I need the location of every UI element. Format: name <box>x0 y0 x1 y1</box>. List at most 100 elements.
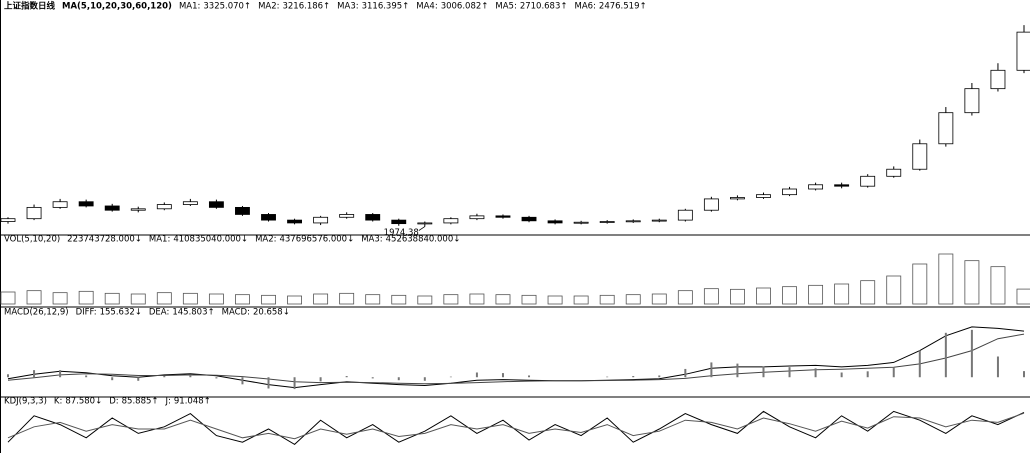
volume-bar <box>547 295 563 305</box>
volume-bar <box>495 294 511 305</box>
volume-bar <box>677 290 693 305</box>
volume-bar <box>391 294 407 305</box>
volume-bar <box>339 292 355 305</box>
volume-bar <box>261 294 276 305</box>
candle-body <box>599 221 615 223</box>
volume-bar <box>886 275 902 305</box>
candle-body <box>521 216 537 222</box>
volume-bar <box>365 294 381 305</box>
header-text: 223743728.000↓ <box>67 235 142 245</box>
candle-body <box>547 220 563 224</box>
candle-body <box>938 112 954 145</box>
header-text: MA4: <box>416 2 437 12</box>
volume-bar <box>1016 288 1030 305</box>
header-text: 437696576.000↓ <box>279 235 354 245</box>
header-text: 3006.082↑ <box>441 2 489 12</box>
header-text: D: <box>109 397 118 407</box>
candle-body <box>1016 31 1030 71</box>
volume-bar <box>52 292 68 305</box>
volume-bar <box>730 288 745 305</box>
header-text: 3116.395↑ <box>362 2 410 12</box>
header-text: MA6: <box>575 2 596 12</box>
candle-body <box>990 69 1006 90</box>
header-text: MA2: <box>258 2 279 12</box>
header-text: MA1: <box>149 235 170 245</box>
candle-body <box>495 215 511 218</box>
candle-body <box>26 206 42 220</box>
candle-body <box>261 214 276 221</box>
volume-bar <box>938 253 954 305</box>
volume-bar <box>313 293 329 305</box>
header-text: 145.803↑ <box>172 308 214 318</box>
volume-bar <box>599 294 615 305</box>
header-text: KDJ(9,3,3) <box>4 397 47 407</box>
candle-body <box>964 88 980 114</box>
volume-bar <box>625 294 641 305</box>
volume-bar <box>78 290 94 305</box>
indicator-line <box>7 326 1025 389</box>
candle-body <box>52 201 68 208</box>
volume-bar <box>469 293 485 305</box>
candle-body <box>912 143 928 170</box>
header-text: MA2: <box>255 235 276 245</box>
header-text: 452638840.000↓ <box>386 235 461 245</box>
candle-body <box>417 222 433 225</box>
volume-bar <box>808 284 824 305</box>
low-marker <box>418 226 426 231</box>
indicator-line <box>7 410 1025 446</box>
volume-bar <box>521 294 537 305</box>
volume-bar <box>130 293 146 305</box>
candle-body <box>677 209 693 221</box>
indicator-line <box>7 333 1025 385</box>
candle-body <box>287 219 302 224</box>
header-text: 155.632↓ <box>100 308 142 318</box>
candle-body <box>860 175 876 187</box>
volume-bar <box>26 290 42 305</box>
header-text: DIFF: <box>76 308 97 318</box>
header-text: MA(5,10,20,30,60,120) <box>62 2 172 12</box>
candle-body <box>208 201 224 208</box>
header-text: MACD(26,12,9) <box>4 308 69 318</box>
candle-body <box>313 216 329 224</box>
volume-bar <box>235 294 250 305</box>
candle-body <box>365 214 381 221</box>
volume-bar <box>990 266 1006 305</box>
candle-body <box>573 221 589 224</box>
volume-bar <box>0 291 16 305</box>
candle-body <box>834 184 850 187</box>
candle-body <box>339 214 355 218</box>
volume-bar <box>443 294 459 305</box>
volume-bar <box>156 292 172 305</box>
candle-body <box>651 219 667 222</box>
candle-body <box>182 201 198 205</box>
candle-body <box>130 208 146 211</box>
candle-body <box>443 218 459 224</box>
candle-body <box>235 206 250 215</box>
volume-bar <box>651 293 667 305</box>
indicator-line <box>7 412 1025 440</box>
header-text: K: <box>54 397 62 407</box>
volume-bar <box>912 263 928 305</box>
volume-bar <box>208 293 224 305</box>
header-text: MA3: <box>337 2 358 12</box>
volume-bar <box>860 280 876 305</box>
header-text: 85.885↑ <box>122 397 159 407</box>
candle-body <box>156 204 172 210</box>
volume-bar <box>782 286 797 305</box>
candle-body <box>391 219 407 225</box>
volume-bar <box>287 295 302 305</box>
candle-body <box>78 201 94 207</box>
header-text: 2710.683↑ <box>520 2 568 12</box>
volume-bar <box>756 287 771 305</box>
header-text: 91.048↑ <box>174 397 211 407</box>
header-text: 3325.070↑ <box>203 2 251 12</box>
header-text: MA5: <box>495 2 516 12</box>
header-text: DEA: <box>149 308 169 318</box>
header-text: 87.580↓ <box>65 397 102 407</box>
header-text: J: <box>165 397 171 407</box>
header-text: 20.658↓ <box>253 308 290 318</box>
volume-bar <box>834 283 850 305</box>
candle-body <box>0 218 16 222</box>
volume-bar <box>964 260 980 305</box>
